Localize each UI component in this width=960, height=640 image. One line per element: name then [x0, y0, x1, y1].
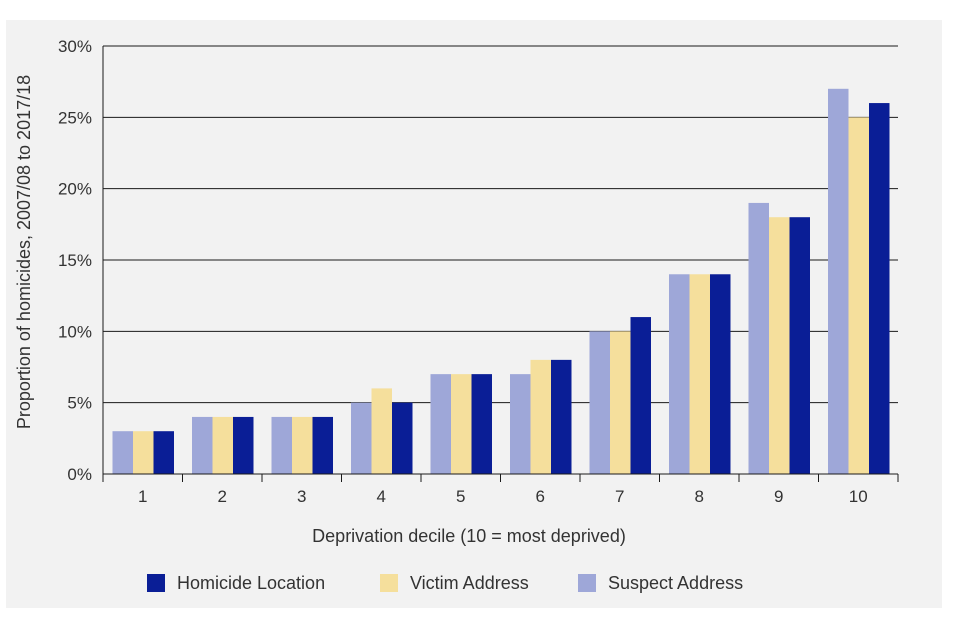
x-tick-label: 1 — [138, 487, 147, 506]
x-tick-label: 10 — [849, 487, 868, 506]
legend-label: Homicide Location — [177, 573, 325, 593]
legend-swatch — [578, 574, 596, 592]
bar — [848, 117, 869, 474]
bar — [192, 416, 213, 474]
legend-swatch — [380, 574, 398, 592]
y-tick-label: 15% — [58, 251, 92, 270]
axes — [102, 46, 899, 482]
legend: Homicide Location Victim Address Suspect A… — [147, 573, 743, 593]
x-tick-label: 6 — [536, 487, 545, 506]
bar — [451, 374, 472, 474]
bar — [351, 402, 372, 474]
x-axis-title: Deprivation decile (10 = most deprived) — [312, 526, 626, 546]
legend-label: Suspect Address — [608, 573, 743, 593]
y-tick-label: 30% — [58, 37, 92, 56]
y-tick-label: 0% — [67, 465, 92, 484]
x-tick-label: 4 — [377, 487, 386, 506]
bar — [689, 274, 710, 474]
x-tick-label: 9 — [774, 487, 783, 506]
x-tick-label: 8 — [695, 487, 704, 506]
bar — [551, 359, 572, 474]
bar — [869, 103, 890, 475]
legend-label: Victim Address — [410, 573, 529, 593]
x-tick-label: 5 — [456, 487, 465, 506]
y-tick-labels: 0% 5% 10% 15% 20% 25% 30% — [58, 37, 92, 484]
bar — [710, 274, 731, 474]
bar — [669, 274, 690, 474]
bar — [133, 431, 154, 474]
bar — [371, 388, 392, 474]
bar — [630, 317, 651, 474]
bar — [233, 416, 254, 474]
y-tick-label: 5% — [67, 394, 92, 413]
bar — [748, 202, 769, 474]
bar — [471, 374, 492, 474]
bar — [610, 331, 631, 474]
bar — [312, 416, 333, 474]
y-tick-label: 10% — [58, 322, 92, 341]
bar — [828, 88, 849, 475]
bar — [292, 416, 313, 474]
x-tick-labels: 1 2 3 4 5 6 7 8 9 10 — [138, 487, 868, 506]
bar — [510, 374, 531, 474]
y-tick-label: 20% — [58, 180, 92, 199]
x-tick-label: 2 — [218, 487, 227, 506]
x-tick-label: 7 — [615, 487, 624, 506]
bar — [589, 331, 610, 474]
y-axis-title: Proportion of homicides, 2007/08 to 2017… — [14, 75, 34, 429]
bar — [153, 431, 174, 474]
bar — [392, 402, 413, 474]
bar — [112, 431, 133, 474]
bar — [789, 217, 810, 474]
bar — [430, 374, 451, 474]
bar — [530, 359, 551, 474]
bar — [769, 217, 790, 474]
bar — [271, 416, 292, 474]
y-tick-label: 25% — [58, 108, 92, 127]
bar — [212, 416, 233, 474]
x-tick-label: 3 — [297, 487, 306, 506]
bars — [112, 88, 890, 475]
legend-swatch — [147, 574, 165, 592]
